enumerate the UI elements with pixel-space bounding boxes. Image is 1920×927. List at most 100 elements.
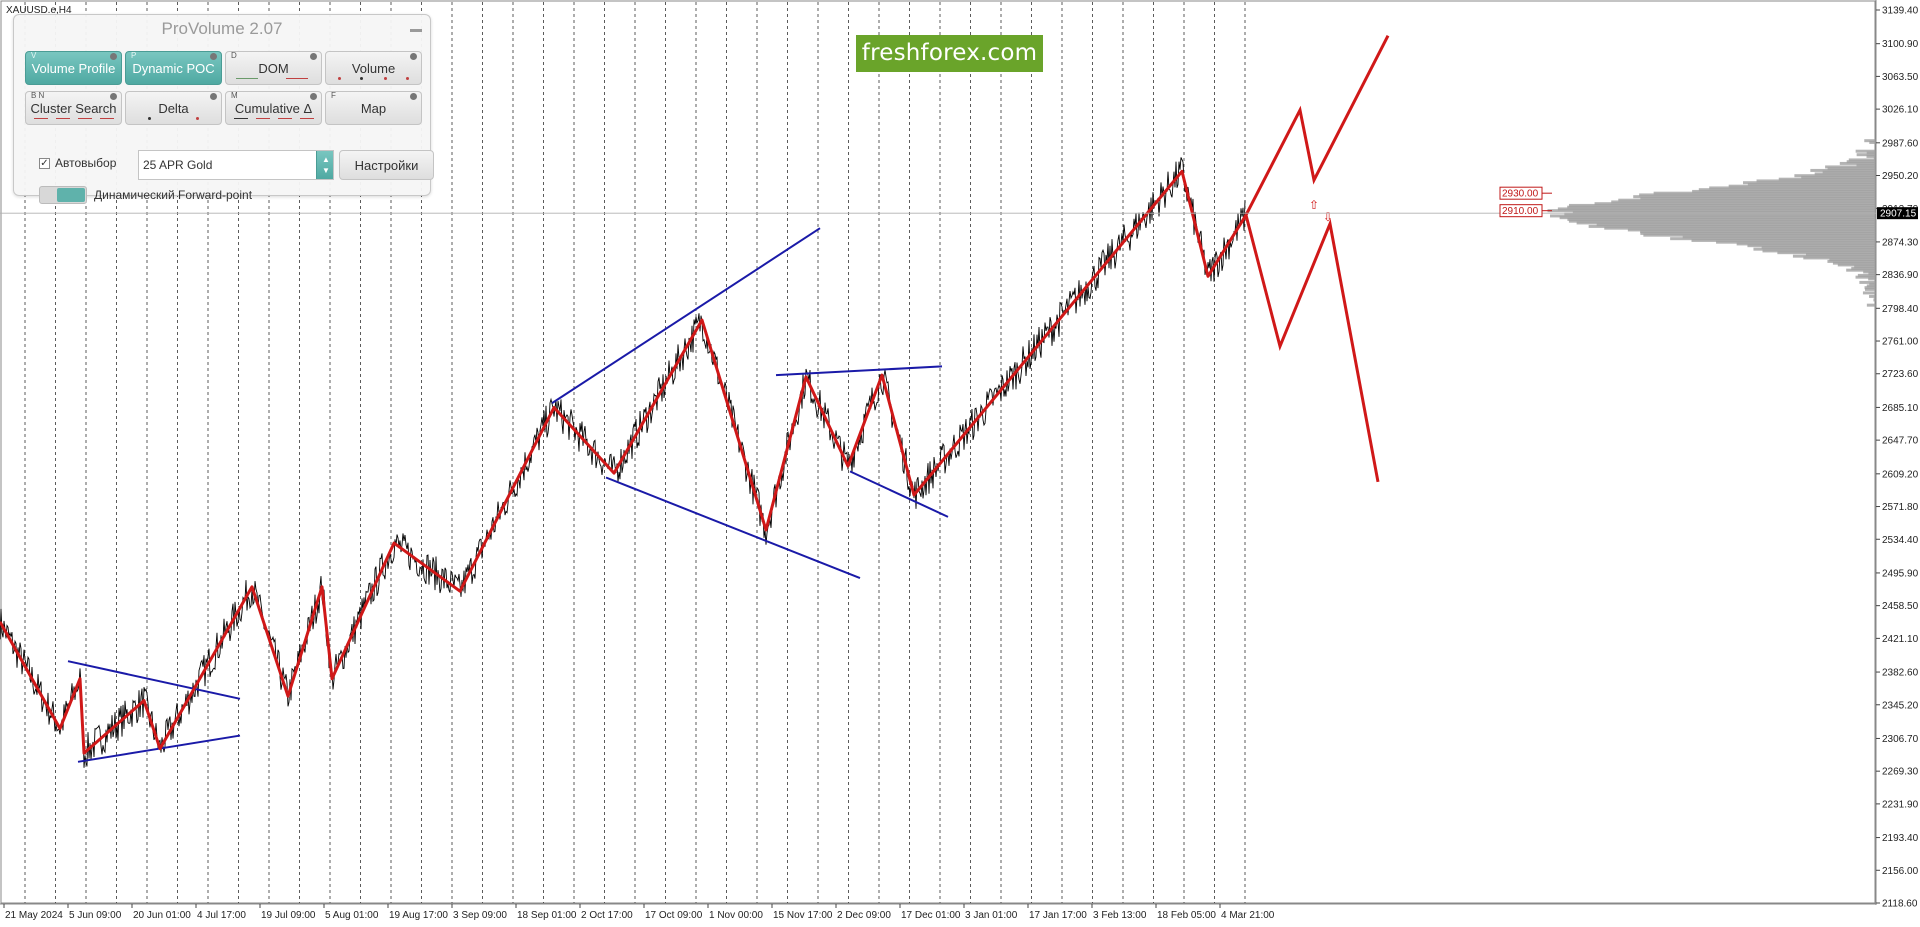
profile-bar: [1869, 294, 1876, 298]
instrument-select[interactable]: 25 APR Gold ▲ ▼: [138, 150, 334, 180]
profile-bar: [1862, 291, 1876, 295]
y-tick-label: 2156.00: [1882, 866, 1919, 877]
profile-bar: [1829, 258, 1876, 262]
profile-bar: [1874, 296, 1876, 300]
profile-bar: [1846, 160, 1876, 164]
y-tick-label: 2836.90: [1882, 270, 1919, 281]
profile-bar: [1692, 189, 1876, 193]
profile-bar: [1564, 212, 1876, 216]
x-tick-label: 17 Oct 09:00: [645, 910, 703, 921]
y-tick-label: 3100.90: [1882, 39, 1919, 50]
x-tick-label: 21 May 2024: [5, 910, 63, 921]
settings-button[interactable]: Настройки: [339, 150, 434, 180]
profile-bar: [1873, 156, 1876, 160]
gear-icon[interactable]: [410, 93, 417, 100]
volume-profile-button[interactable]: V Volume Profile: [25, 51, 122, 85]
y-tick-label: 3026.10: [1882, 105, 1919, 116]
spinner-arrows-icon[interactable]: ▲ ▼: [316, 151, 333, 179]
y-tick-label: 2118.60: [1882, 899, 1918, 910]
profile-bar: [1550, 214, 1876, 218]
profile-bar: [1611, 200, 1876, 204]
panel-title: ProVolume 2.07: [161, 19, 283, 38]
gear-icon[interactable]: [110, 53, 117, 60]
profile-bar: [1856, 163, 1876, 167]
x-tick-label: 19 Jul 09:00: [261, 910, 316, 921]
auto-select-checkbox[interactable]: ✓: [39, 158, 50, 169]
y-tick-label: 2306.70: [1882, 734, 1919, 745]
profile-bar: [1855, 275, 1876, 279]
y-tick-label: 2987.60: [1882, 138, 1919, 149]
profile-bar: [1839, 161, 1876, 165]
arrow-up-icon: ⇧: [1309, 198, 1319, 212]
y-tick-label: 2458.50: [1882, 601, 1919, 612]
gear-icon[interactable]: [310, 53, 317, 60]
dom-button[interactable]: D DOM: [225, 51, 322, 85]
profile-bar: [1868, 277, 1876, 281]
volume-profile: [1547, 139, 1876, 307]
profile-bar: [1866, 151, 1876, 155]
profile-bar: [1832, 261, 1876, 265]
profile-bar: [1857, 273, 1876, 277]
profile-bar: [1639, 193, 1876, 197]
profile-bar: [1618, 198, 1876, 202]
map-button[interactable]: F Map: [325, 91, 422, 125]
profile-bar: [1640, 231, 1876, 235]
y-tick-label: 2647.70: [1882, 436, 1919, 447]
profile-bar: [1837, 263, 1876, 267]
profile-bar: [1866, 284, 1876, 288]
profile-bar: [1869, 282, 1876, 286]
profile-bar: [1848, 158, 1876, 162]
projection-down-line: [1244, 214, 1380, 483]
profile-bar: [1698, 188, 1876, 192]
profile-bar: [1814, 172, 1876, 176]
y-tick-label: 3139.40: [1882, 6, 1919, 17]
profile-bar: [1568, 219, 1876, 223]
cluster-search-button[interactable]: B N Cluster Search: [25, 91, 122, 125]
price-axis: 3139.40 3100.90 3063.50 3026.10 2987.60 2950.…: [1875, 0, 1919, 910]
profile-bar: [1761, 245, 1876, 249]
channel-line: [775, 365, 943, 377]
price-line: [0, 157, 1246, 768]
x-tick-label: 15 Nov 17:00: [773, 910, 833, 921]
profile-bar: [1851, 266, 1876, 270]
gear-icon[interactable]: [210, 53, 217, 60]
gear-icon[interactable]: [410, 53, 417, 60]
delta-button[interactable]: Delta: [125, 91, 222, 125]
dynamic-poc-button[interactable]: P Dynamic POC: [125, 51, 222, 85]
profile-bar: [1777, 251, 1876, 255]
minimize-icon[interactable]: [410, 29, 422, 32]
y-tick-label: 2571.80: [1882, 502, 1919, 513]
cumulative-delta-button[interactable]: M Cumulative Δ: [225, 91, 322, 125]
channel-line: [849, 470, 949, 518]
profile-bar: [1633, 195, 1876, 199]
profile-bar: [1747, 182, 1876, 186]
level-label: 2910.00: [1502, 206, 1539, 217]
profile-bar: [1855, 149, 1876, 153]
profile-bar: [1762, 249, 1876, 253]
channel-line: [67, 660, 241, 700]
y-tick-label: 2345.20: [1882, 700, 1919, 711]
gear-icon[interactable]: [210, 93, 217, 100]
profile-bar: [1864, 287, 1876, 291]
gear-icon[interactable]: [110, 93, 117, 100]
x-tick-label: 20 Jun 01:00: [133, 910, 191, 921]
profile-bar: [1640, 230, 1876, 234]
profile-bar: [1640, 196, 1876, 200]
y-tick-label: 2495.90: [1882, 568, 1919, 579]
level-label: 2930.00: [1502, 189, 1539, 200]
current-price-box: [1877, 207, 1918, 220]
gear-icon[interactable]: [310, 93, 317, 100]
forward-point-toggle[interactable]: [39, 186, 87, 204]
volume-button[interactable]: Volume: [325, 51, 422, 85]
y-tick-label: 2609.20: [1882, 469, 1919, 480]
profile-bar: [1691, 238, 1876, 242]
profile-bar: [1822, 170, 1876, 174]
level-box: [1499, 204, 1543, 218]
x-tick-label: 3 Jan 01:00: [965, 910, 1018, 921]
profile-bar: [1643, 233, 1876, 237]
y-tick-label: 2685.10: [1882, 403, 1919, 414]
profile-bar: [1859, 280, 1876, 284]
profile-bar: [1728, 184, 1876, 188]
profile-bar: [1756, 179, 1876, 183]
symbol-label: XAUUSD.e,H4: [6, 5, 72, 16]
